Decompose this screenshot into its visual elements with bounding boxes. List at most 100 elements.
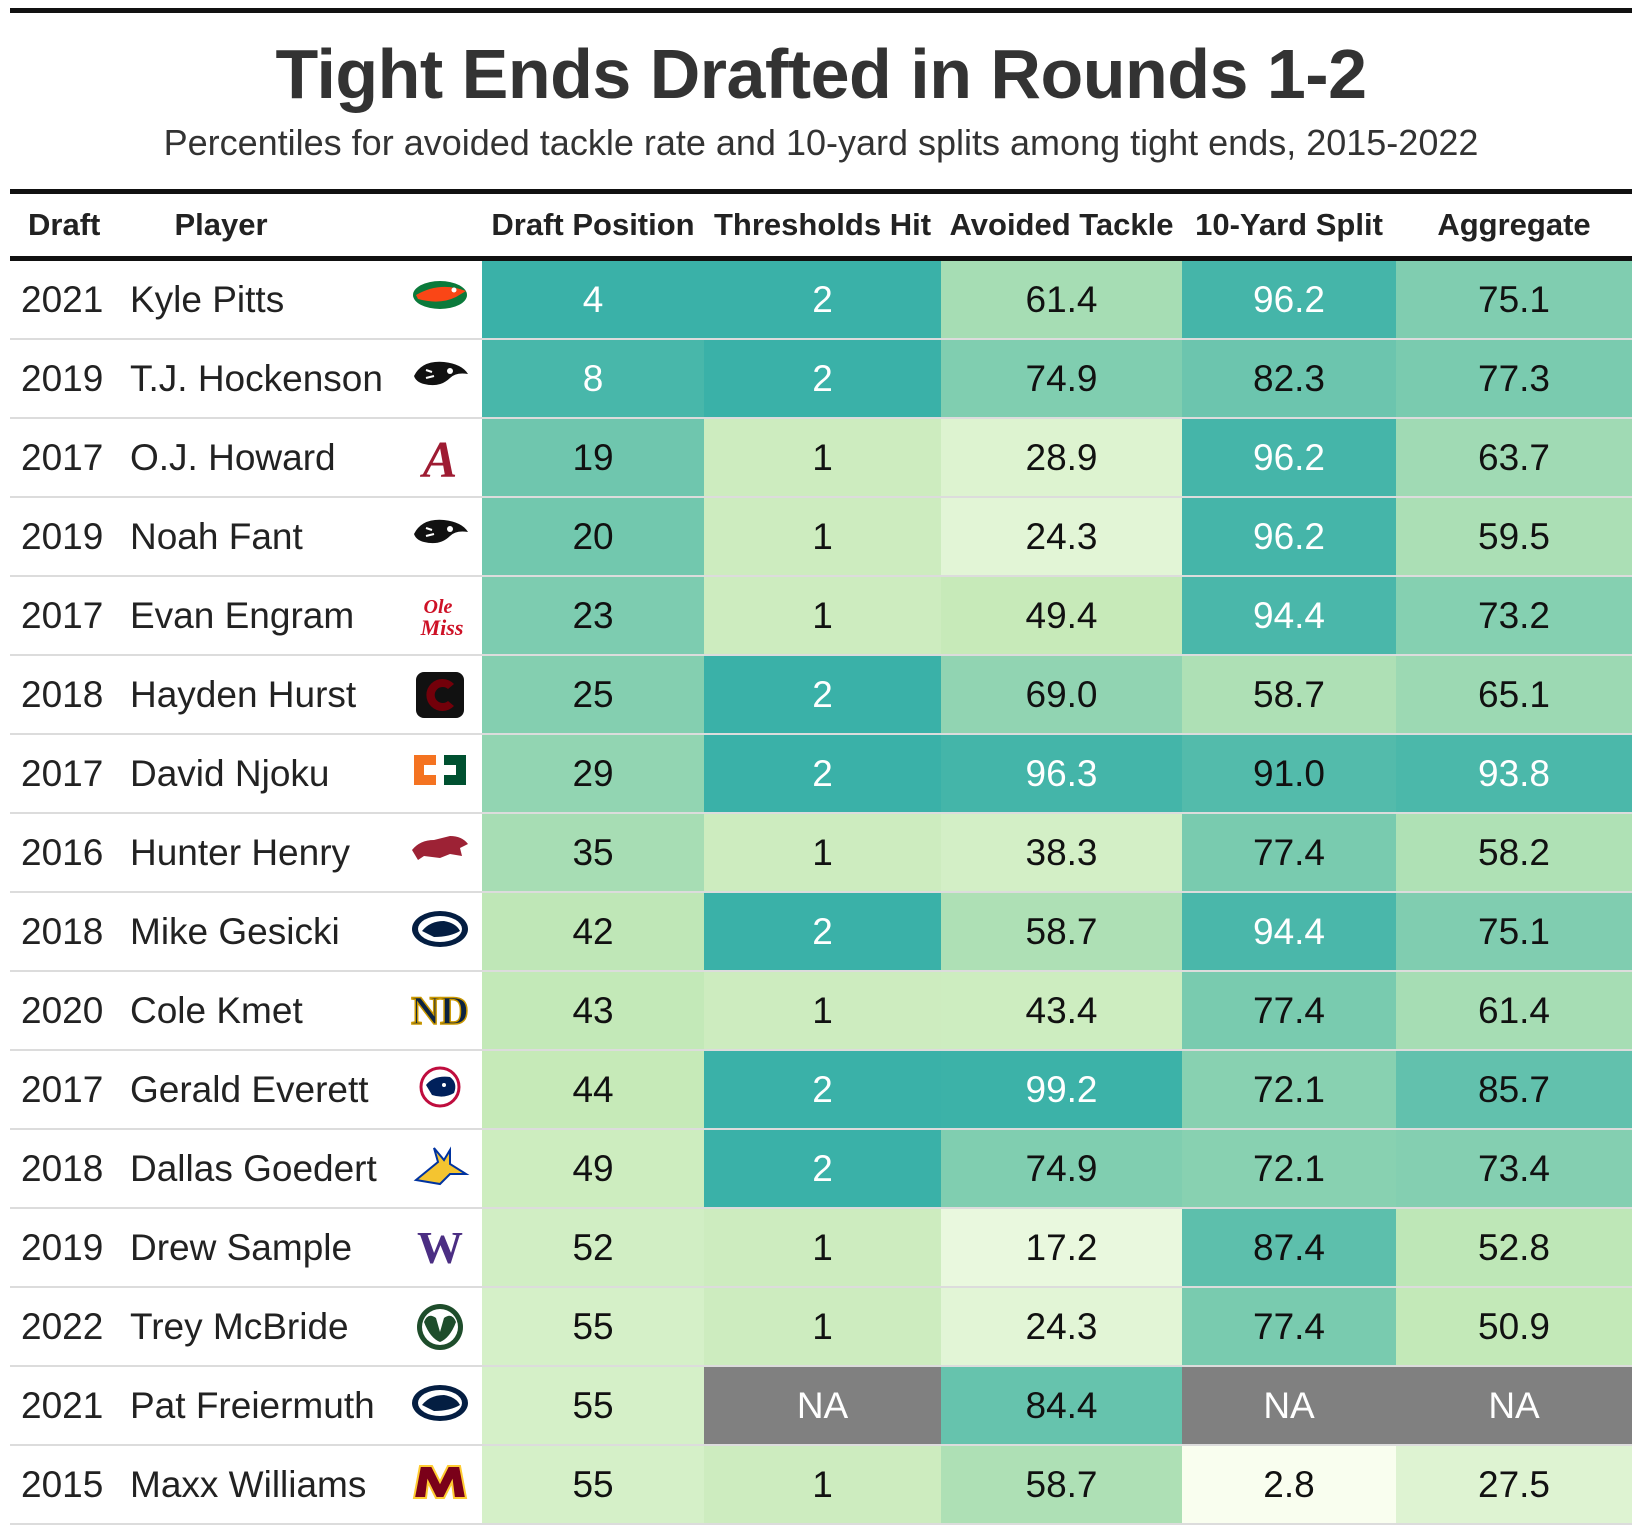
aggregate-cell: 73.4 [1396,1129,1633,1209]
draft-year-cell: 2017 [10,1050,130,1130]
draft-position-cell: 55 [482,1366,705,1446]
iowa-hawkeye-logo [410,512,470,562]
draft-position-cell: 44 [482,1050,705,1130]
header-row: Draft Player Draft Position Thresholds H… [10,194,1633,261]
table-row: 2017 Evan Engram Ole Miss 23 1 49.4 94.4 73.2 [10,576,1633,656]
player-name-cell: Pat Freiermuth [130,1366,398,1446]
draft-position-cell: 42 [482,892,705,972]
avoided-tackle-cell: 49.4 [941,576,1183,656]
table-row: 2022 Trey McBride 55 1 24.3 77.4 50.9 [10,1287,1633,1367]
header-draft-position: Draft Position [482,194,705,261]
avoided-tackle-cell: 28.9 [941,418,1183,498]
colorado-state-ram-logo [410,1302,470,1352]
header-10-yard-split: 10-Yard Split [1182,194,1397,261]
thresholds-hit-cell: 2 [704,734,942,814]
aggregate-cell: 61.4 [1396,971,1633,1051]
draft-year-cell: 2019 [10,1208,130,1288]
school-logo-cell [398,1129,483,1209]
table-row: 2019 Noah Fant 20 1 24.3 96.2 59.5 [10,497,1633,577]
player-name-cell: Evan Engram [130,576,398,656]
thresholds-hit-cell: 1 [704,1208,942,1288]
player-name-cell: Maxx Williams [130,1445,398,1525]
school-logo-cell [398,813,483,893]
table-row: 2017 David Njoku 29 2 96.3 91.0 93.8 [10,734,1633,814]
draft-year-cell: 2015 [10,1445,130,1525]
data-table: Draft Player Draft Position Thresholds H… [10,194,1633,1525]
arkansas-razorback-logo [410,828,470,878]
aggregate-cell: 27.5 [1396,1445,1633,1525]
draft-year-cell: 2018 [10,892,130,972]
miami-u-logo [410,749,470,799]
player-name-cell: T.J. Hockenson [130,339,398,419]
table-row: 2018 Dallas Goedert 49 2 74.9 72.1 73.4 [10,1129,1633,1209]
player-name-cell: O.J. Howard [130,418,398,498]
avoided-tackle-cell: 69.0 [941,655,1183,735]
split-cell: 94.4 [1182,576,1397,656]
draft-year-cell: 2016 [10,813,130,893]
table-row: 2019 T.J. Hockenson 8 2 74.9 82.3 77.3 [10,339,1633,419]
split-cell: 72.1 [1182,1129,1397,1209]
draft-year-cell: 2019 [10,339,130,419]
draft-year-cell: 2020 [10,971,130,1051]
school-logo-cell [398,339,483,419]
draft-position-cell: 23 [482,576,705,656]
notre-dame-nd-logo: ND [410,986,470,1036]
player-name-cell: Hunter Henry [130,813,398,893]
split-cell: 72.1 [1182,1050,1397,1130]
draft-year-cell: 2017 [10,418,130,498]
school-logo-cell [398,497,483,577]
player-name-cell: Dallas Goedert [130,1129,398,1209]
minnesota-m-logo [410,1460,470,1510]
split-cell: 94.4 [1182,892,1397,972]
aggregate-cell: 73.2 [1396,576,1633,656]
washington-w-logo: W [410,1222,470,1273]
header-thresholds-hit: Thresholds Hit [704,194,942,261]
table-row: 2020 Cole Kmet ND 43 1 43.4 77.4 61.4 [10,971,1633,1051]
thresholds-hit-cell: 1 [704,971,942,1051]
header-rule [10,189,1632,194]
alabama-a-logo: A [410,432,470,489]
aggregate-cell: 77.3 [1396,339,1633,419]
chart-frame: Tight Ends Drafted in Rounds 1-2 Percent… [10,8,1633,1525]
avoided-tackle-cell: 96.3 [941,734,1183,814]
school-logo-cell [398,892,483,972]
avoided-tackle-cell: 84.4 [941,1366,1183,1446]
split-cell: 77.4 [1182,971,1397,1051]
draft-year-cell: 2019 [10,497,130,577]
draft-position-cell: 55 [482,1287,705,1367]
player-name-cell: Mike Gesicki [130,892,398,972]
player-name-cell: Noah Fant [130,497,398,577]
svg-text:W: W [417,1223,463,1267]
draft-position-cell: 8 [482,339,705,419]
thresholds-hit-cell: 1 [704,576,942,656]
thresholds-hit-cell: 1 [704,418,942,498]
thresholds-hit-cell: 2 [704,655,942,735]
avoided-tackle-cell: 74.9 [941,1129,1183,1209]
draft-position-cell: 25 [482,655,705,735]
player-name-cell: David Njoku [130,734,398,814]
draft-position-cell: 43 [482,971,705,1051]
chart-subtitle: Percentiles for avoided tackle rate and … [163,122,1479,163]
avoided-tackle-cell: 43.4 [941,971,1183,1051]
draft-year-cell: 2017 [10,576,130,656]
aggregate-cell: 52.8 [1396,1208,1633,1288]
table-body: 2021 Kyle Pitts 4 2 61.4 96.2 75.1 2019 T.J. Hoc… [10,258,1633,1525]
player-name-cell: Gerald Everett [130,1050,398,1130]
aggregate-cell: NA [1396,1366,1633,1446]
table-row: 2019 Drew Sample W 52 1 17.2 87.4 52.8 [10,1208,1633,1288]
header-player: Player [130,194,483,261]
aggregate-cell: 85.7 [1396,1050,1633,1130]
draft-position-cell: 19 [482,418,705,498]
draft-position-cell: 52 [482,1208,705,1288]
avoided-tackle-cell: 38.3 [941,813,1183,893]
thresholds-hit-cell: 2 [704,258,942,340]
school-logo-cell [398,1366,483,1446]
school-logo-cell [398,655,483,735]
avoided-tackle-cell: 74.9 [941,339,1183,419]
draft-year-cell: 2017 [10,734,130,814]
aggregate-cell: 75.1 [1396,258,1633,340]
thresholds-hit-cell: 2 [704,892,942,972]
player-name-cell: Cole Kmet [130,971,398,1051]
school-logo-cell [398,1445,483,1525]
school-logo-cell: A [398,418,483,498]
